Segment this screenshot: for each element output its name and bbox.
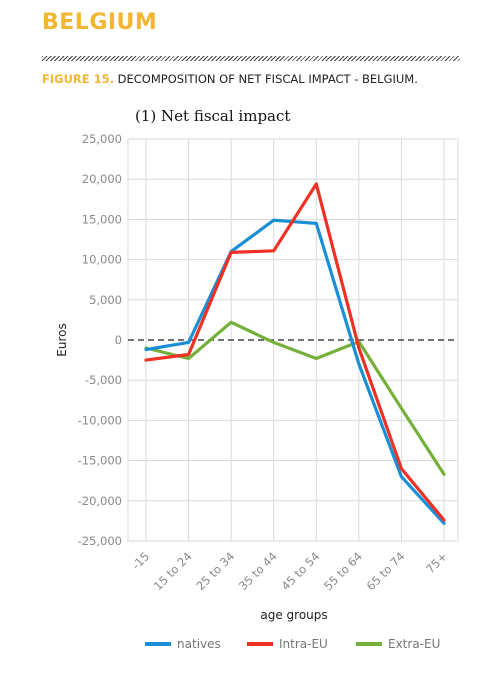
legend-label: natives xyxy=(177,637,221,651)
series-lines xyxy=(144,182,446,525)
legend-item: Extra-EU xyxy=(356,637,440,651)
y-tick-labels: 25,000 20,000 15,000 10,000 5,000 0 -5,000 -10,… xyxy=(78,132,122,548)
y-axis-label: Euros xyxy=(55,323,69,356)
x-tick-label: 55 to 64 xyxy=(321,549,365,593)
figure-title: DECOMPOSITION OF NET FISCAL IMPACT - BEL… xyxy=(117,72,418,86)
y-tick-label: -5,000 xyxy=(85,373,122,387)
x-tick-label: 15 to 24 xyxy=(151,549,195,593)
y-tick-label: -15,000 xyxy=(78,454,122,468)
country-heading: BELGIUM xyxy=(42,10,158,35)
series-line-intra-eu xyxy=(144,182,446,522)
hatched-divider xyxy=(42,56,460,61)
y-tick-label: 20,000 xyxy=(82,172,122,186)
x-tick-label: -15 xyxy=(129,549,152,572)
x-tick-label: 25 to 34 xyxy=(193,549,237,593)
x-tick-label: 45 to 54 xyxy=(278,549,322,593)
y-tick-label: 15,000 xyxy=(82,212,122,226)
x-axis-label: age groups xyxy=(260,608,327,622)
figure-caption: FIGURE 15. DECOMPOSITION OF NET FISCAL I… xyxy=(42,72,418,86)
legend-swatch xyxy=(247,642,273,646)
y-tick-label: -20,000 xyxy=(78,494,122,508)
y-tick-label: -10,000 xyxy=(78,413,122,427)
y-tick-label: 25,000 xyxy=(82,132,122,146)
y-tick-label: 10,000 xyxy=(82,253,122,267)
legend-swatch xyxy=(356,642,382,646)
series-line-natives xyxy=(144,218,446,525)
y-tick-label: 0 xyxy=(115,333,122,347)
chart-title: (1) Net fiscal impact xyxy=(135,107,291,125)
legend-label: Intra-EU xyxy=(279,637,328,651)
y-tick-label: 5,000 xyxy=(89,293,122,307)
x-tick-label: 65 to 74 xyxy=(364,549,408,593)
x-tick-label: 75+ xyxy=(423,549,450,576)
series-line-extra-eu xyxy=(144,320,446,476)
legend-item: natives xyxy=(145,637,221,651)
x-tick-label: 35 to 44 xyxy=(236,549,280,593)
legend-swatch xyxy=(145,642,171,646)
y-tick-label: -25,000 xyxy=(78,534,122,548)
legend-item: Intra-EU xyxy=(247,637,328,651)
legend-label: Extra-EU xyxy=(388,637,441,651)
figure-label: FIGURE 15. xyxy=(42,72,114,86)
